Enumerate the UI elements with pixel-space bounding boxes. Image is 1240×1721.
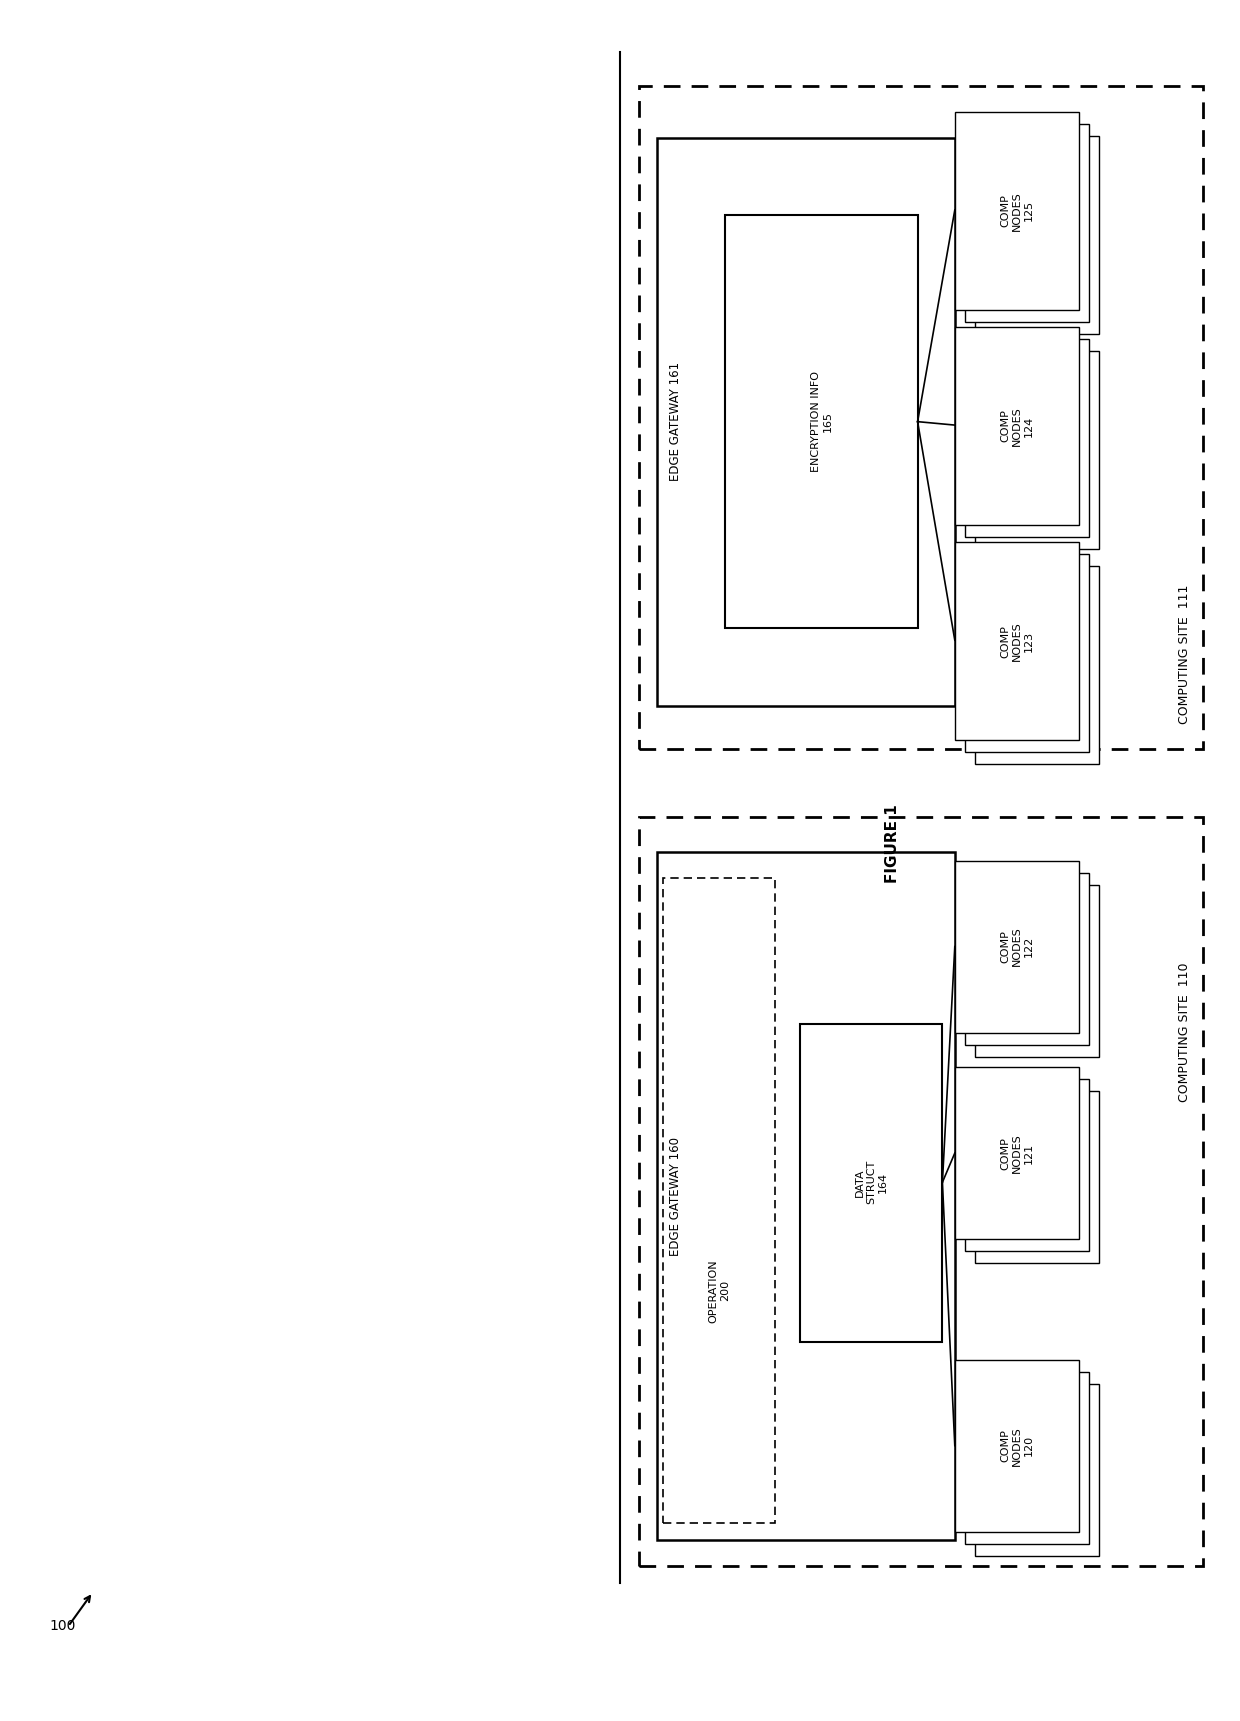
Bar	[955, 327, 1079, 525]
Text: EDGE GATEWAY 160: EDGE GATEWAY 160	[670, 1136, 682, 1256]
Text: COMPUTING SITE  110: COMPUTING SITE 110	[1178, 962, 1190, 1103]
Bar	[657, 852, 955, 1540]
Bar	[975, 566, 1099, 764]
Bar	[657, 138, 955, 706]
Bar	[965, 1372, 1089, 1544]
Bar	[800, 1024, 942, 1342]
Bar	[965, 554, 1089, 752]
Bar	[663, 878, 775, 1523]
Bar	[975, 1384, 1099, 1556]
Bar	[955, 860, 1079, 1033]
Bar	[955, 1067, 1079, 1239]
Bar	[965, 124, 1089, 322]
Bar	[725, 215, 918, 628]
Text: EDGE GATEWAY 161: EDGE GATEWAY 161	[670, 361, 682, 482]
Bar	[955, 112, 1079, 310]
Text: COMPUTING SITE  111: COMPUTING SITE 111	[1178, 585, 1190, 723]
Text: COMP
NODES
123: COMP NODES 123	[1001, 621, 1033, 661]
Bar	[639, 817, 1203, 1566]
Bar	[955, 1360, 1079, 1532]
Text: COMP
NODES
124: COMP NODES 124	[1001, 406, 1033, 446]
Text: OPERATION
200: OPERATION 200	[708, 1260, 730, 1322]
Bar	[965, 1079, 1089, 1251]
Text: FIGURE 1: FIGURE 1	[885, 804, 900, 883]
Bar	[975, 1091, 1099, 1263]
Bar	[955, 542, 1079, 740]
Bar	[639, 86, 1203, 749]
Text: COMP
NODES
125: COMP NODES 125	[1001, 191, 1033, 231]
Text: COMP
NODES
120: COMP NODES 120	[1001, 1425, 1033, 1466]
Bar	[965, 873, 1089, 1045]
Text: COMP
NODES
121: COMP NODES 121	[1001, 1132, 1033, 1174]
Text: DATA
STRUCT
164: DATA STRUCT 164	[856, 1160, 888, 1205]
Bar	[965, 339, 1089, 537]
Bar	[975, 885, 1099, 1057]
Bar	[975, 351, 1099, 549]
Text: ENCRYPTION INFO
165: ENCRYPTION INFO 165	[811, 372, 833, 472]
Bar	[975, 136, 1099, 334]
Text: COMP
NODES
122: COMP NODES 122	[1001, 926, 1033, 967]
Text: 100: 100	[50, 1619, 76, 1633]
